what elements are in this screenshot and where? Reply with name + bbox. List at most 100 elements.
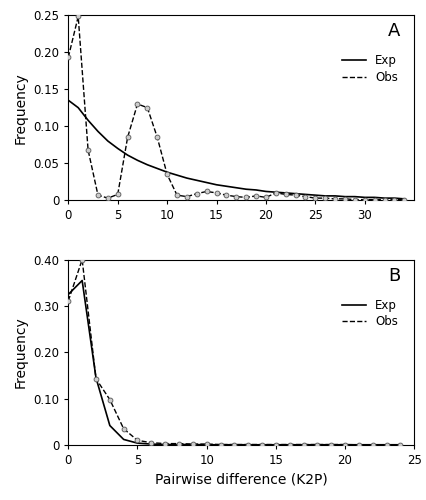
Exp (121, 436, 126, 442)
Exp (355, 442, 360, 448)
Exp (332, 193, 337, 199)
Obs (148, 440, 153, 446)
Exp (184, 175, 189, 181)
Exp (286, 442, 291, 448)
Exp (223, 184, 228, 190)
Exp (361, 194, 366, 200)
Exp (292, 190, 297, 196)
Exp (302, 192, 307, 198)
Exp (204, 442, 209, 448)
Obs (231, 442, 236, 448)
Exp (164, 169, 169, 175)
Exp (314, 442, 319, 448)
Exp (144, 162, 150, 168)
Obs (164, 172, 169, 177)
Exp (107, 422, 112, 428)
Obs (233, 194, 238, 200)
Obs (263, 194, 268, 200)
Exp (282, 190, 288, 196)
Obs (105, 195, 110, 201)
Obs (314, 442, 319, 448)
Obs (66, 298, 71, 304)
Obs (332, 196, 337, 202)
Obs (217, 442, 222, 448)
Obs (312, 195, 317, 201)
Text: A: A (387, 22, 400, 40)
Exp (115, 146, 120, 152)
Obs (174, 192, 179, 198)
Line: Exp: Exp (68, 280, 400, 445)
Line: Obs: Obs (66, 14, 406, 202)
Line: Exp: Exp (68, 100, 403, 199)
Exp (190, 442, 195, 448)
Obs (93, 376, 98, 382)
Exp (351, 194, 357, 200)
Exp (154, 166, 159, 172)
Obs (223, 192, 228, 198)
Exp (243, 186, 248, 192)
Obs (342, 442, 347, 448)
Exp (93, 375, 98, 381)
Obs (286, 442, 291, 448)
Legend: Exp, Obs: Exp, Obs (341, 299, 397, 328)
Obs (322, 195, 327, 201)
Exp (204, 180, 209, 186)
Exp (105, 138, 110, 144)
Exp (85, 118, 90, 124)
Exp (213, 182, 219, 188)
Exp (75, 104, 81, 110)
Exp (176, 442, 181, 448)
Exp (401, 196, 406, 202)
Exp (233, 184, 238, 190)
X-axis label: Pairwise difference (K2P): Pairwise difference (K2P) (155, 472, 327, 486)
Obs (351, 196, 357, 202)
Obs (282, 192, 288, 198)
Legend: Exp, Obs: Exp, Obs (341, 54, 397, 84)
Obs (302, 194, 307, 200)
Exp (383, 442, 388, 448)
Exp (397, 442, 402, 448)
Obs (292, 192, 297, 198)
Obs (107, 396, 112, 402)
Exp (263, 188, 268, 194)
Obs (85, 147, 90, 153)
Exp (300, 442, 305, 448)
Obs (383, 442, 388, 448)
Exp (273, 442, 278, 448)
Obs (66, 54, 71, 60)
Y-axis label: Frequency: Frequency (14, 72, 28, 144)
Obs (204, 188, 209, 194)
Obs (135, 438, 140, 444)
Exp (148, 441, 153, 447)
Exp (174, 172, 179, 178)
Exp (328, 442, 333, 448)
Obs (381, 196, 386, 202)
Obs (144, 104, 150, 110)
Obs (213, 190, 219, 196)
Obs (355, 442, 360, 448)
Exp (194, 178, 199, 184)
Obs (397, 442, 402, 448)
Obs (259, 442, 264, 448)
Obs (125, 134, 130, 140)
Obs (371, 196, 376, 202)
Line: Obs: Obs (66, 257, 402, 447)
Obs (75, 14, 81, 20)
Exp (231, 442, 236, 448)
Exp (66, 98, 71, 103)
Text: B: B (387, 267, 400, 285)
Exp (342, 194, 347, 200)
Obs (361, 196, 366, 202)
Exp (162, 442, 167, 448)
Obs (401, 196, 406, 202)
Obs (243, 194, 248, 200)
Exp (245, 442, 250, 448)
Obs (194, 190, 199, 196)
Obs (253, 193, 258, 199)
Obs (115, 192, 120, 198)
Obs (154, 134, 159, 140)
Exp (342, 442, 347, 448)
Exp (312, 192, 317, 198)
Exp (125, 152, 130, 158)
Exp (95, 128, 100, 134)
